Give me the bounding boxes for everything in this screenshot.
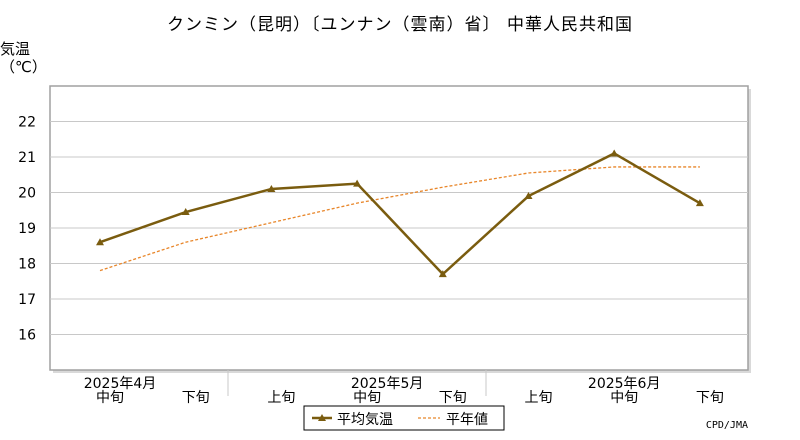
series-average-point (610, 149, 619, 157)
x-tick-label: 上旬 (267, 390, 295, 406)
series-average-point (96, 238, 104, 246)
y-tick-label: 19 (18, 221, 36, 237)
y-tick-labels: 16 17 18 19 20 21 22 (18, 115, 36, 344)
series-average-point (353, 179, 362, 187)
legend-average-label: 平均気温 (337, 412, 393, 428)
legend-normal-label: 平年値 (446, 412, 488, 428)
credit-label: CPD/JMA (705, 420, 748, 431)
legend-box (303, 405, 505, 431)
x-month-label: 2025年4月 (84, 376, 157, 392)
x-tick-label: 上旬 (525, 390, 553, 406)
x-tick-label: 下旬 (182, 390, 210, 406)
series-layer (96, 149, 704, 278)
chart-title: クンミン（昆明）〔ユンナン（雲南）省〕 中華人民共和国 (167, 15, 633, 35)
grid-layer (50, 121, 748, 335)
series-normal-line (99, 166, 700, 272)
y-tick-label: 17 (18, 292, 36, 308)
x-month-label: 2025年5月 (351, 376, 424, 392)
series-average-line (99, 152, 701, 276)
legend: 平均気温 平年値 (303, 405, 505, 431)
y-axis-label: 気温 （℃） (0, 40, 47, 76)
x-tick-label: 下旬 (439, 390, 467, 406)
y-tick-label: 18 (18, 257, 36, 273)
series-average-point (438, 270, 447, 278)
legend-average-marker (318, 414, 326, 421)
x-month-label: 2025年6月 (588, 376, 661, 392)
y-tick-label: 21 (18, 150, 36, 166)
x-tick-labels: 中旬 下旬 上旬 中旬 下旬 上旬 中旬 下旬 2025年4月 2025年5月 2025年6月 (84, 370, 724, 406)
x-tick-label: 中旬 (96, 390, 124, 406)
y-tick-label: 16 (18, 328, 36, 344)
x-tick-label: 中旬 (610, 390, 638, 406)
y-tick-label: 22 (18, 115, 36, 131)
y-tick-label: 20 (18, 186, 36, 202)
x-tick-label: 下旬 (696, 390, 724, 406)
series-average-point (267, 184, 276, 192)
series-average-point (181, 208, 190, 216)
x-tick-label: 中旬 (353, 390, 381, 406)
series-average-point (695, 199, 704, 207)
y-axis-label-line1: 気温 (0, 40, 31, 58)
y-axis-label-line2: （℃） (0, 58, 47, 76)
series-average-point (524, 192, 533, 200)
